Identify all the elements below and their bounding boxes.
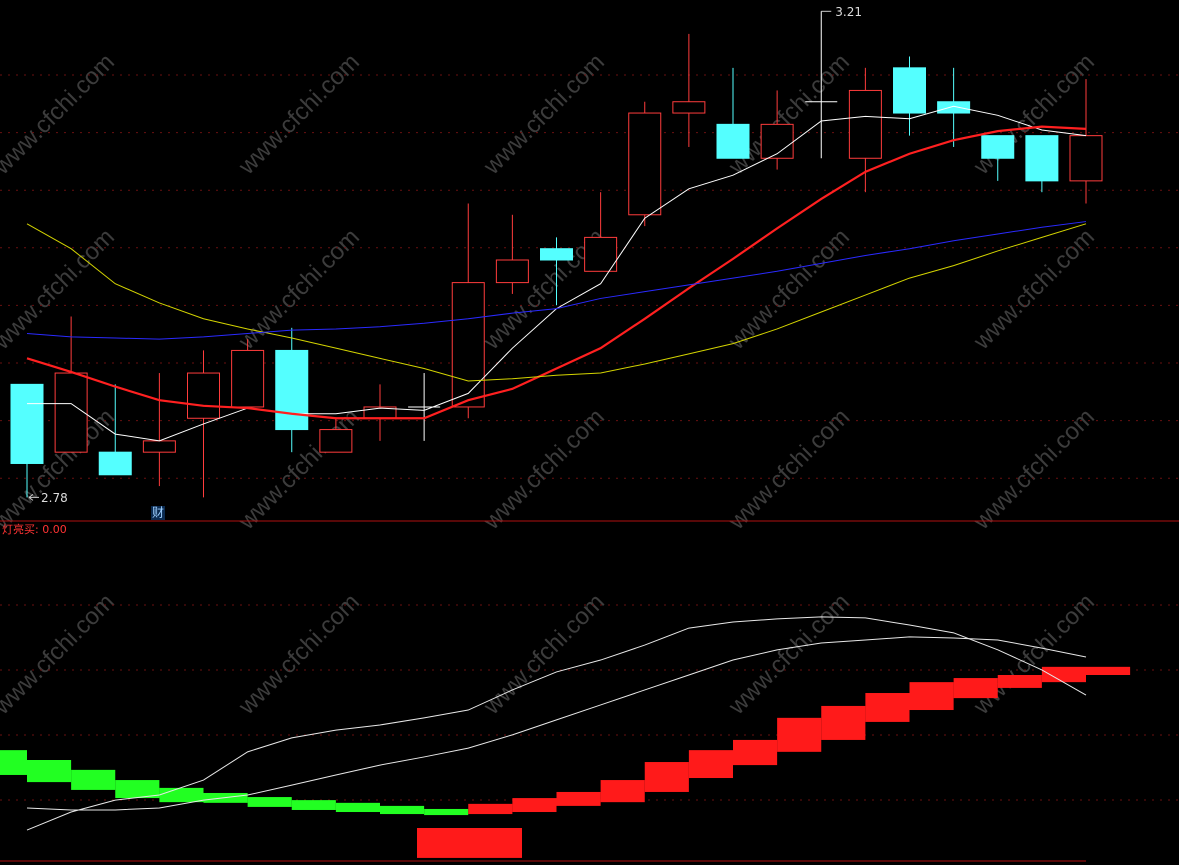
moving-average [26,125,1087,420]
candle-body [142,440,176,453]
candle-body [937,101,971,114]
candle-body [319,429,353,453]
signal-block [1086,666,1131,675]
max-label: 3.21 [835,5,862,19]
moving-average [26,223,1087,382]
candle-body [98,451,132,476]
candle-body [981,135,1015,159]
candle-body [495,259,529,284]
signal-block [71,769,116,790]
signal-block [1041,666,1086,683]
signal-block [733,739,778,766]
signal-block [380,805,425,815]
signal-block [688,750,733,779]
signal-block [512,798,557,813]
signal-block [953,678,998,699]
indicator-line [26,636,1087,811]
candle-body [584,236,618,272]
signal-block [291,800,336,810]
min-label: 2.78 [41,491,68,505]
candle-body [1025,135,1059,182]
signal-block [115,780,160,799]
annotation: 财 [152,506,164,520]
candle-body [54,372,88,453]
signal-block [644,762,689,792]
signal-block [997,675,1042,688]
candle-body [628,112,662,216]
signal-block [556,791,601,806]
annotation-box [151,506,165,520]
candle-body [231,349,265,408]
signal-block [0,750,27,775]
plot: 3.21 2.78 财 [0,5,1131,858]
signal-block [821,705,866,740]
signal-block [27,760,72,783]
signal-block [335,802,380,813]
candle-body [275,349,309,431]
candle-body [540,248,573,261]
signal-block [600,780,645,803]
candle-body [672,101,706,114]
candle-body [716,123,750,159]
signal-bar [417,828,522,858]
min-pointer [28,493,39,501]
candle-body [1069,135,1103,182]
indicator-line [26,616,1087,831]
signal-block [247,797,292,807]
candle-body [893,67,926,114]
signal-block [865,693,910,722]
signal-block [424,808,469,816]
candle-body [187,372,220,419]
signal-block [909,682,954,711]
candle-body [451,282,485,408]
moving-average [26,221,1087,340]
indicator-title: 灯亮买: 0.00 [2,522,67,536]
signal-block [159,787,204,803]
candle-body [848,89,882,159]
signal-block [777,717,822,752]
signal-block [468,803,513,815]
candle-body [10,383,44,464]
